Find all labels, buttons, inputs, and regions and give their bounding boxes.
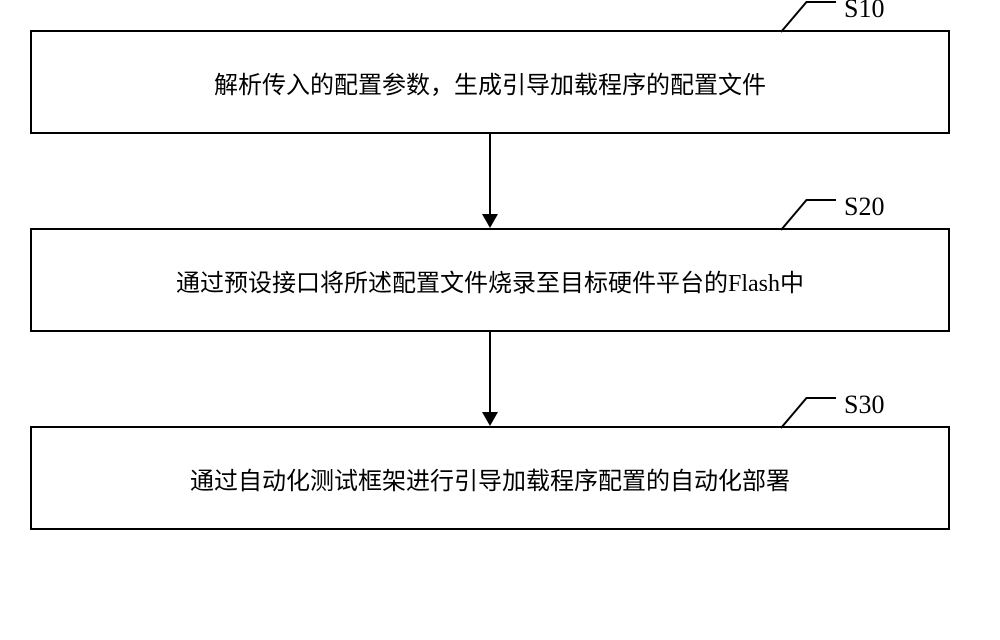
step-text: 通过自动化测试框架进行引导加载程序配置的自动化部署	[190, 461, 790, 496]
step-text: 解析传入的配置参数，生成引导加载程序的配置文件	[214, 65, 766, 100]
step-text: 通过预设接口将所述配置文件烧录至目标硬件平台的Flash中	[176, 263, 804, 298]
flowchart-container: 解析传入的配置参数，生成引导加载程序的配置文件S10 通过预设接口将所述配置文件烧…	[30, 30, 950, 530]
flow-step-s30: 通过自动化测试框架进行引导加载程序配置的自动化部署S30	[30, 426, 950, 530]
step-callout: S10	[779, 0, 838, 34]
flow-arrow	[480, 332, 500, 426]
flow-arrow	[480, 134, 500, 228]
flow-step-s10: 解析传入的配置参数，生成引导加载程序的配置文件S10	[30, 30, 950, 134]
step-callout: S20	[779, 198, 838, 232]
step-label: S30	[844, 390, 884, 420]
step-label: S10	[844, 0, 884, 24]
step-callout: S30	[779, 396, 838, 430]
step-label: S20	[844, 192, 884, 222]
flow-step-s20: 通过预设接口将所述配置文件烧录至目标硬件平台的Flash中S20	[30, 228, 950, 332]
